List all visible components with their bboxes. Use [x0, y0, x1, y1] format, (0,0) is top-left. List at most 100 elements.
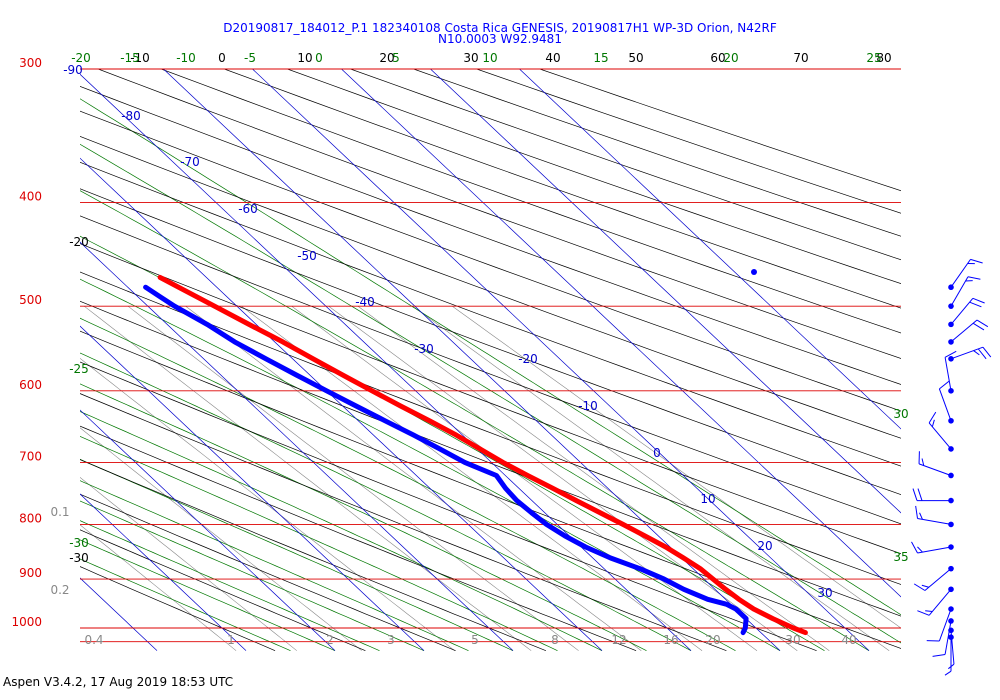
wind-barb-flag — [913, 583, 926, 591]
temperature-trace — [157, 274, 808, 636]
moist-adiabat-line — [80, 278, 781, 652]
moist-adiabat-label: 20 — [723, 51, 738, 65]
wind-barb-shaft — [944, 357, 952, 391]
wind-barb-flag — [976, 319, 989, 328]
mixing-ratio-label: 0.2 — [50, 583, 69, 597]
wind-barb-flag — [917, 488, 923, 501]
dry-adiabat-line — [475, 69, 901, 214]
mixing-ratio-label: 40 — [841, 633, 856, 647]
wind-barb-flag — [970, 258, 983, 264]
isotherm-label: -40 — [355, 295, 375, 309]
wind-barb-flag — [919, 512, 923, 520]
dry-adiabat-label: 30 — [463, 51, 478, 65]
wind-barb-shaft — [938, 608, 952, 642]
dry-adiabat-line — [80, 361, 817, 652]
mixing-ratio-lines — [80, 305, 901, 651]
moist-adiabat-line — [80, 143, 901, 644]
dry-adiabat-line — [80, 136, 901, 439]
dry-adiabat-line — [80, 393, 727, 652]
isotherm-label: -30 — [414, 342, 434, 356]
wind-barb-flag — [973, 350, 980, 356]
wind-barb-shaft — [950, 298, 974, 325]
dry-adiabat-line — [160, 69, 901, 334]
isotherm-line — [429, 69, 901, 514]
moist-adiabat-line — [80, 235, 825, 651]
mixing-ratio-label: 0.4 — [84, 633, 103, 647]
isotherm-line — [80, 241, 514, 651]
isotherm-line — [80, 157, 603, 651]
isotherm-label: -60 — [238, 202, 258, 216]
wind-barb-flag — [917, 546, 923, 553]
wind-barb-flag — [921, 584, 929, 588]
dry-adiabat-line — [97, 69, 901, 359]
isotherm-label: -10 — [578, 399, 598, 413]
dry-adiabat-label: 10 — [297, 51, 312, 65]
isotherm-label: 20 — [757, 539, 772, 553]
mixing-ratio-label: 20 — [705, 633, 720, 647]
dewpoint-profile — [143, 269, 757, 636]
isotherm-line — [80, 493, 247, 651]
wind-barb-flag — [969, 301, 982, 308]
isotherm-line — [251, 69, 870, 651]
dry-adiabat-line — [80, 330, 901, 649]
dry-adiabat-line — [80, 110, 901, 412]
dry-adiabat-label: -20 — [69, 235, 89, 249]
isotherm-line — [340, 69, 901, 598]
moist-adiabat-line — [80, 383, 647, 652]
wind-barb-shaft — [918, 463, 952, 476]
moist-adiabat-label: 35 — [893, 550, 908, 564]
wind-barb-flag — [982, 346, 992, 358]
dewpoint-trace — [143, 284, 749, 636]
moist-adiabat-line — [80, 539, 336, 652]
dry-adiabat-line — [412, 69, 901, 237]
pressure-label: 400 — [19, 190, 42, 204]
dry-adiabats — [80, 69, 901, 652]
wind-barb-flag — [928, 411, 937, 424]
moist-adiabat-line — [80, 190, 870, 651]
moist-adiabat-line — [80, 500, 425, 652]
moist-adiabat-label: -10 — [176, 51, 196, 65]
dry-adiabat-line — [286, 69, 901, 285]
wind-barb-flag — [967, 276, 981, 280]
mixing-ratio-line — [80, 427, 362, 651]
mixing-ratio-line — [241, 305, 703, 651]
wind-barb-shaft — [950, 259, 971, 288]
dry-adiabat-line — [80, 215, 901, 525]
dry-adiabat-label: 80 — [876, 51, 891, 65]
isotherm-label: -50 — [297, 249, 317, 263]
wind-barb-shaft — [917, 546, 952, 554]
isotherm-label: 10 — [700, 492, 715, 506]
wind-barb-flag — [972, 297, 985, 304]
wind-barb-flag — [944, 670, 952, 676]
dry-adiabat-label: 50 — [628, 51, 643, 65]
wind-barb-flag — [925, 610, 933, 612]
wind-barb-flag — [932, 653, 946, 657]
pressure-label: 700 — [19, 449, 42, 463]
pressure-label: 1000 — [11, 615, 42, 629]
dry-adiabat-line — [80, 271, 901, 585]
mixing-ratio-line — [185, 305, 642, 651]
wind-barb-shaft — [938, 388, 952, 421]
moist-adiabat-label: 5 — [392, 51, 400, 65]
software-footer: Aspen V3.4.2, 17 Aug 2019 18:53 UTC — [3, 675, 234, 689]
moist-adiabat-label: 10 — [482, 51, 497, 65]
moist-adiabat-line — [80, 558, 291, 652]
wind-barb-shaft — [928, 588, 952, 616]
moist-adiabat-label: -20 — [71, 51, 91, 65]
wind-barb-flag — [944, 350, 957, 358]
wind-barb-flag — [931, 419, 935, 427]
dry-adiabat-label: 20 — [379, 51, 394, 65]
wind-barb-flag — [948, 663, 955, 670]
isotherm-label: -90 — [63, 63, 83, 77]
isotherm-line — [80, 73, 692, 651]
isotherm-line — [518, 69, 901, 430]
dry-adiabat-line — [80, 459, 547, 652]
moist-adiabat-line — [80, 480, 469, 652]
wind-barb-shaft — [917, 517, 952, 525]
moist-adiabat-label: -5 — [244, 51, 256, 65]
moist-adiabat-line — [80, 458, 514, 652]
isotherm-label: -80 — [121, 109, 141, 123]
wind-barb-shaft — [924, 568, 952, 591]
wind-barb-shaft — [950, 346, 984, 360]
